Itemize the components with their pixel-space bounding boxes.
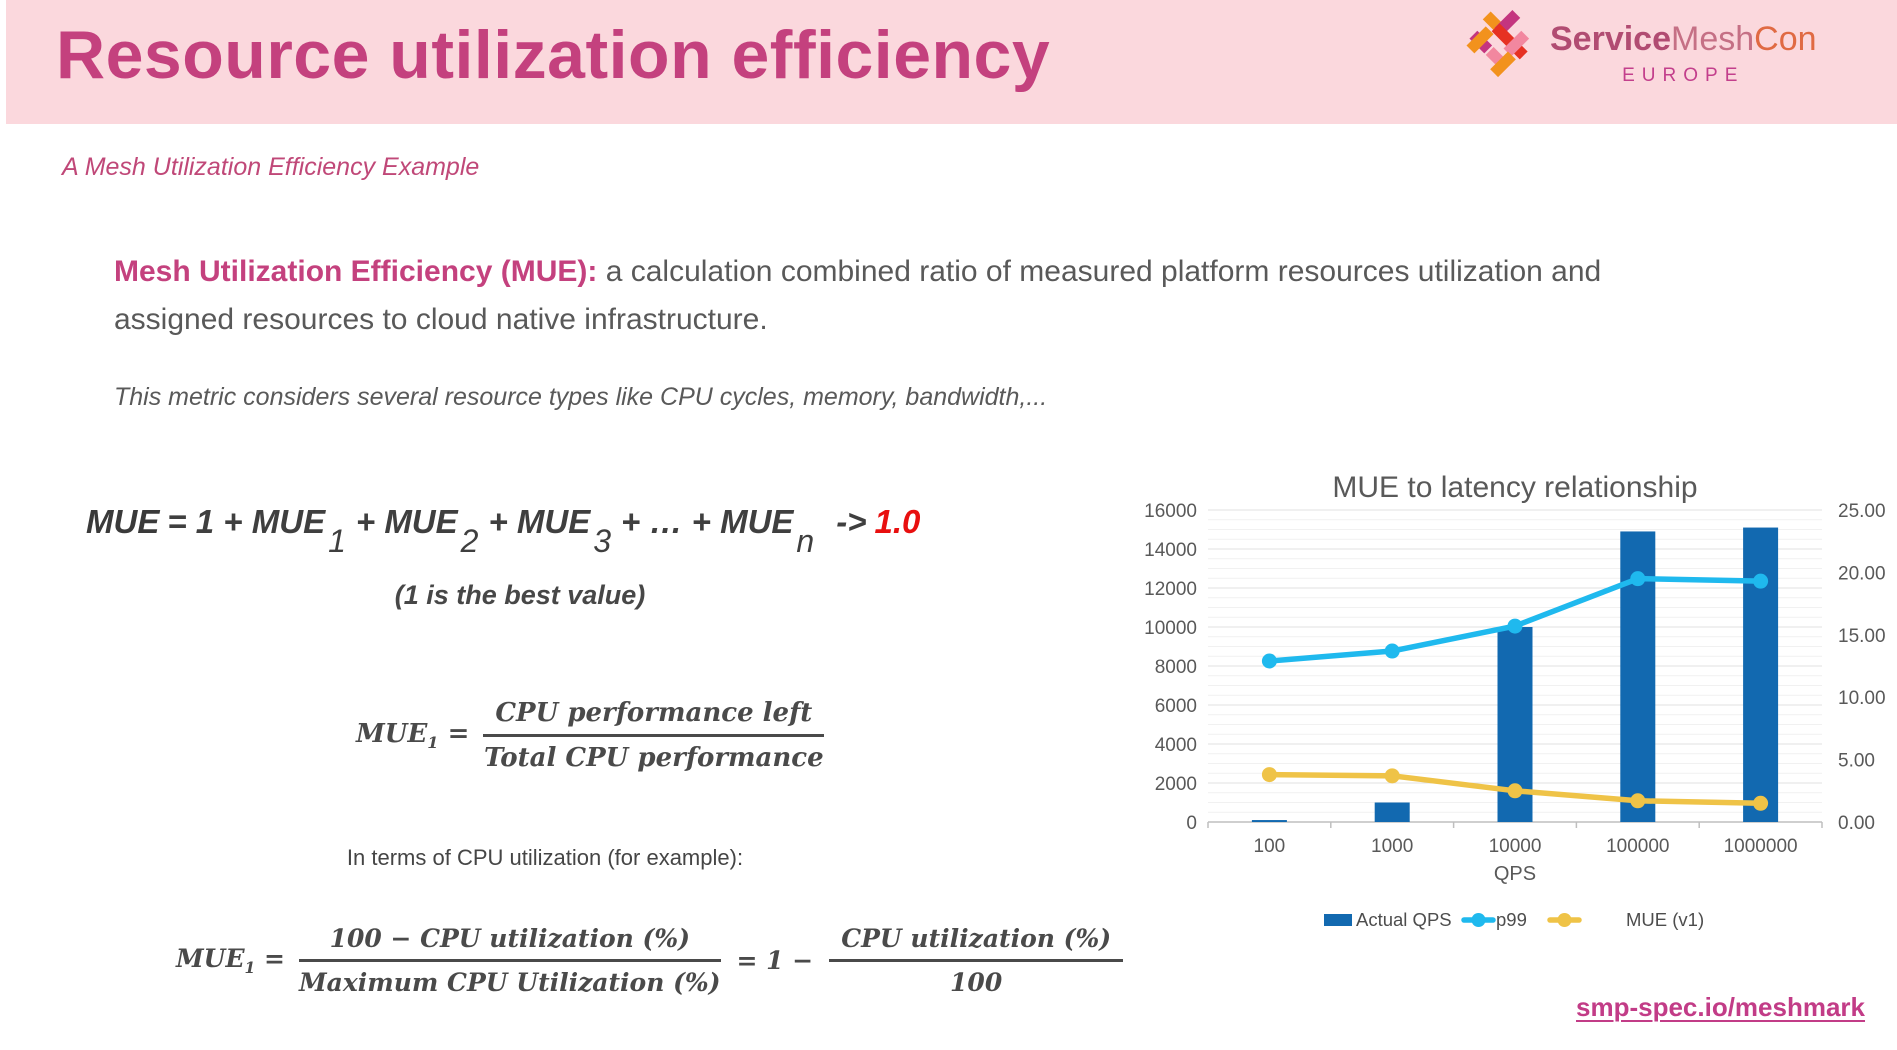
logo-brand: ServiceMeshCon bbox=[1550, 20, 1817, 59]
fraction-numerator: CPU utilization (%) bbox=[829, 924, 1124, 962]
metric-note: This metric considers several resource t… bbox=[114, 383, 1048, 411]
svg-text:MUE (v1): MUE (v1) bbox=[1626, 909, 1704, 930]
chart-left-axis-labels: 0 2000 4000 6000 8000 10000 12000 14000 16000 bbox=[1144, 501, 1197, 834]
chart-axis bbox=[1207, 821, 1823, 828]
mue-latency-chart: MUE to latency relationship 0 2000 4000 600… bbox=[1130, 440, 1897, 1000]
svg-text:p99: p99 bbox=[1496, 909, 1527, 930]
svg-text:25.00: 25.00 bbox=[1838, 501, 1886, 522]
svg-text:12000: 12000 bbox=[1144, 579, 1197, 600]
svg-text:1000000: 1000000 bbox=[1724, 836, 1798, 857]
chart-title: MUE to latency relationship bbox=[1332, 471, 1697, 504]
svg-text:0: 0 bbox=[1186, 813, 1197, 834]
intro-rest: a calculation combined ratio of measured… bbox=[114, 255, 1602, 336]
page-title: Resource utilization efficiency bbox=[56, 17, 1051, 93]
svg-text:Actual QPS: Actual QPS bbox=[1356, 909, 1452, 930]
fraction-numerator: CPU performance left bbox=[483, 698, 825, 737]
header-band bbox=[6, 0, 1897, 124]
svg-text:5.00: 5.00 bbox=[1838, 751, 1875, 772]
meshmark-link[interactable]: smp-spec.io/meshmark bbox=[1576, 992, 1866, 1022]
fraction: CPU utilization (%) 100 bbox=[829, 924, 1124, 997]
logo-brand-con: Con bbox=[1754, 20, 1817, 58]
svg-text:100000: 100000 bbox=[1606, 836, 1669, 857]
arrow: -> bbox=[836, 503, 867, 540]
intro-paragraph: Mesh Utilization Efficiency (MUE): a cal… bbox=[114, 248, 1704, 344]
chart-legend: Actual QPS p99 MUE (v1) bbox=[1324, 909, 1704, 930]
fraction-denominator: Total CPU performance bbox=[483, 743, 824, 773]
fraction-denominator: 100 bbox=[950, 968, 1003, 997]
svg-text:2000: 2000 bbox=[1155, 774, 1197, 795]
logo-brand-service: Service bbox=[1550, 20, 1671, 58]
svg-text:8000: 8000 bbox=[1155, 657, 1197, 678]
formula-target-value: 1.0 bbox=[874, 503, 921, 540]
svg-text:15.00: 15.00 bbox=[1838, 626, 1886, 647]
fraction-numerator: 100 − CPU utilization (%) bbox=[299, 924, 721, 962]
chart-x-axis-title: QPS bbox=[1494, 863, 1536, 885]
svg-text:100: 100 bbox=[1254, 836, 1286, 857]
formula-sum-lhs: MUE bbox=[86, 503, 160, 540]
svg-text:20.00: 20.00 bbox=[1838, 563, 1886, 584]
chart-lines bbox=[1261, 571, 1769, 811]
svg-text:1000: 1000 bbox=[1371, 836, 1413, 857]
servicemeshcon-logo: ServiceMeshCon EUROPE bbox=[1466, 8, 1817, 88]
fraction: CPU performance left Total CPU performan… bbox=[483, 698, 825, 773]
fraction: 100 − CPU utilization (%) Maximum CPU Ut… bbox=[299, 924, 721, 997]
svg-text:10000: 10000 bbox=[1144, 618, 1197, 639]
fraction-denominator: Maximum CPU Utilization (%) bbox=[299, 968, 721, 997]
formula-caption: (1 is the best value) bbox=[394, 580, 646, 610]
cpu-note: In terms of CPU utilization (for example… bbox=[346, 845, 744, 870]
formula-sum: MUE = 1 + MUE1+ MUE2+ MUE3+ … + MUEn-> 1.0 bbox=[86, 503, 921, 559]
chart-right-axis-labels: 0.00 5.00 10.00 15.00 20.00 25.00 bbox=[1838, 501, 1886, 834]
subtitle: A Mesh Utilization Efficiency Example bbox=[62, 153, 480, 181]
logo-region: EUROPE bbox=[1622, 65, 1745, 86]
formula-cpu: MUE1 = 100 − CPU utilization (%) Maximum… bbox=[176, 924, 1131, 997]
chart-svg: MUE to latency relationship 0 2000 4000 600… bbox=[1144, 471, 1886, 930]
svg-text:10000: 10000 bbox=[1489, 836, 1542, 857]
equals-one-minus: = 1 − bbox=[736, 946, 814, 975]
svg-text:4000: 4000 bbox=[1155, 735, 1197, 756]
intro-lead: Mesh Utilization Efficiency (MUE): bbox=[114, 255, 598, 288]
svg-text:16000: 16000 bbox=[1144, 501, 1197, 522]
formula-mue1: MUE1 = CPU performance left Total CPU pe… bbox=[356, 698, 825, 773]
svg-text:6000: 6000 bbox=[1155, 696, 1197, 717]
servicemeshcon-logo-icon bbox=[1466, 10, 1530, 78]
logo-brand-mesh: Mesh bbox=[1671, 20, 1755, 58]
svg-text:10.00: 10.00 bbox=[1838, 688, 1886, 709]
svg-text:14000: 14000 bbox=[1144, 540, 1197, 561]
svg-text:0.00: 0.00 bbox=[1838, 813, 1875, 834]
chart-x-labels: 100 1000 10000 100000 1000000 bbox=[1254, 836, 1798, 857]
